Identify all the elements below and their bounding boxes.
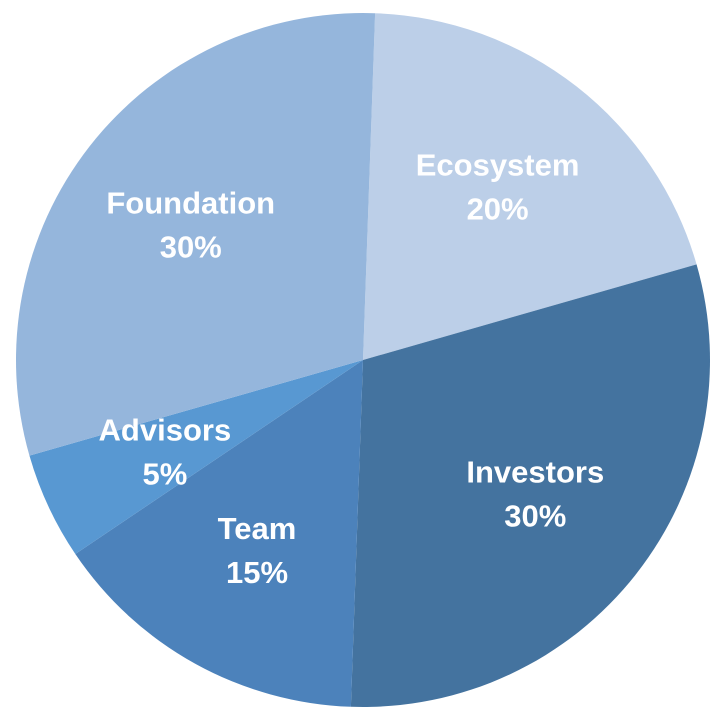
pie-slice-ecosystem [363, 13, 697, 360]
slice-percent-ecosystem: 20% [467, 192, 529, 227]
slice-percent-foundation: 30% [160, 229, 222, 264]
pie-labels: Ecosystem 20% Investors 30% Team 15% Advisors 5… [99, 148, 605, 590]
slice-label-ecosystem: Ecosystem [416, 148, 580, 183]
pie-slice-advisors [29, 360, 363, 555]
slice-label-investors: Investors [466, 455, 604, 490]
slice-label-advisors: Advisors [99, 412, 232, 447]
slice-label-team: Team [218, 511, 297, 546]
slice-label-foundation: Foundation [106, 185, 275, 220]
slice-percent-advisors: 5% [142, 456, 187, 491]
pie-slice-team [75, 360, 363, 707]
pie-slice-investors [350, 264, 710, 708]
pie-slices [15, 12, 710, 708]
pie-slice-foundation [15, 12, 376, 456]
slice-percent-investors: 30% [504, 499, 566, 534]
slice-percent-team: 15% [226, 555, 288, 590]
